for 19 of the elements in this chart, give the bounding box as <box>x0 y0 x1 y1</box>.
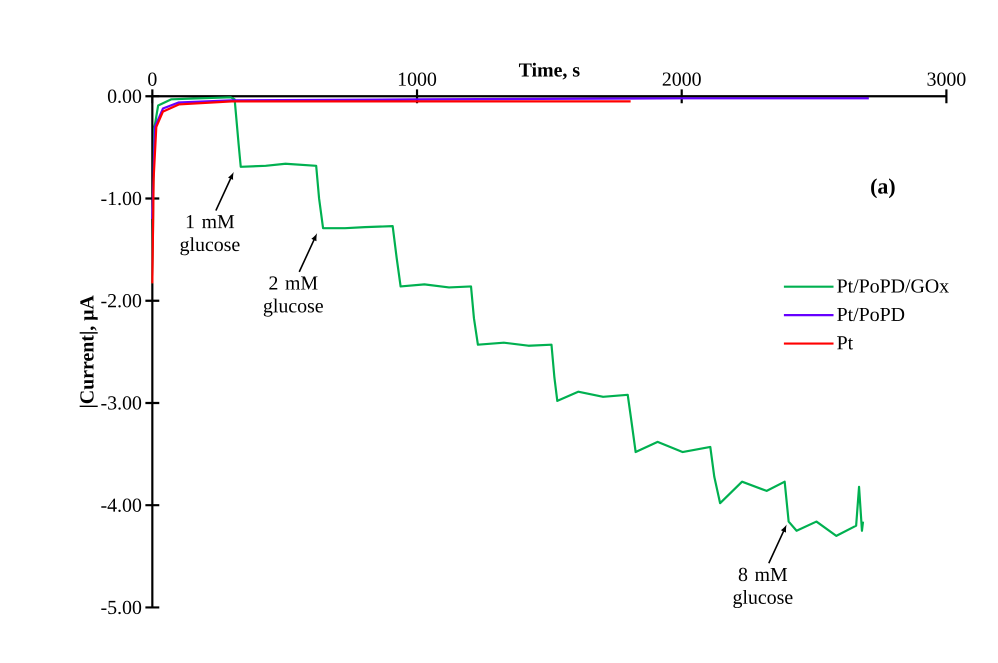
y-tick-label: -4.00 <box>101 498 142 512</box>
x-tick-label: 1000 <box>398 72 436 86</box>
legend-label: Pt/PoPD/GOx <box>837 279 949 293</box>
legend-label: Pt/PoPD <box>837 308 904 322</box>
y-tick-label: 0.00 <box>108 90 142 103</box>
annotation: 2 mM glucose <box>264 276 323 317</box>
annotation: (a) <box>871 178 895 198</box>
y-axis-title: |Current|, μA <box>80 295 98 408</box>
x-tick-label: 0 <box>148 72 157 86</box>
x-tick-label: 3000 <box>927 72 966 86</box>
annotation: 8 mM glucose <box>733 568 792 608</box>
y-tick-label: -2.00 <box>101 294 142 308</box>
y-tick-label: -5.00 <box>101 600 142 614</box>
y-tick-label: -3.00 <box>101 396 142 410</box>
annotation: 1 mM glucose <box>180 215 240 256</box>
legend-label: Pt <box>837 336 854 350</box>
y-tick-label: -1.00 <box>101 192 142 206</box>
x-axis-title: Time, s <box>518 62 580 80</box>
x-tick-label: 2000 <box>662 72 701 86</box>
